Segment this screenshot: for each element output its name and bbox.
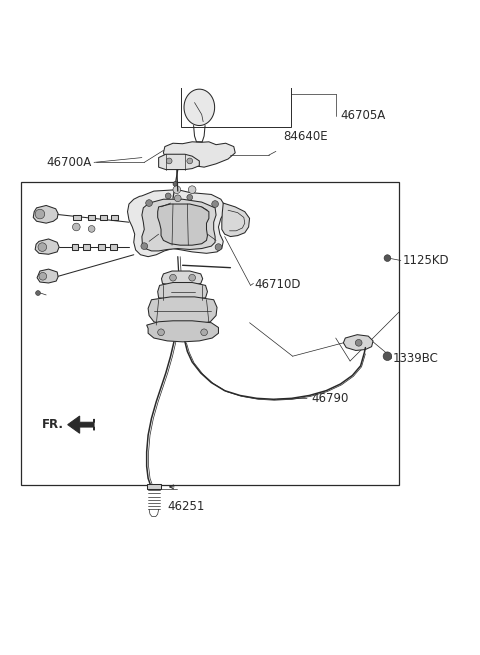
Text: 1339BC: 1339BC bbox=[393, 352, 439, 365]
Circle shape bbox=[35, 210, 45, 219]
Circle shape bbox=[383, 352, 392, 360]
Circle shape bbox=[187, 158, 192, 164]
Polygon shape bbox=[111, 215, 119, 220]
Circle shape bbox=[157, 329, 164, 335]
Circle shape bbox=[169, 274, 176, 281]
Circle shape bbox=[146, 200, 153, 206]
Polygon shape bbox=[184, 89, 215, 126]
Circle shape bbox=[189, 274, 195, 281]
Circle shape bbox=[188, 186, 196, 193]
Polygon shape bbox=[35, 239, 59, 254]
Polygon shape bbox=[142, 199, 216, 251]
Polygon shape bbox=[161, 271, 203, 286]
Polygon shape bbox=[68, 416, 94, 433]
Polygon shape bbox=[37, 269, 58, 283]
Polygon shape bbox=[33, 206, 58, 223]
Bar bbox=[21, 181, 399, 485]
Text: 46251: 46251 bbox=[167, 500, 204, 514]
Circle shape bbox=[88, 225, 95, 233]
Circle shape bbox=[215, 244, 222, 250]
Polygon shape bbox=[147, 484, 161, 489]
Text: 46790: 46790 bbox=[312, 392, 349, 405]
Circle shape bbox=[355, 339, 362, 346]
Circle shape bbox=[173, 181, 178, 186]
Circle shape bbox=[384, 255, 391, 261]
Text: 1125KD: 1125KD bbox=[403, 254, 449, 267]
Circle shape bbox=[141, 243, 148, 250]
Polygon shape bbox=[73, 215, 81, 220]
Circle shape bbox=[166, 158, 172, 164]
Polygon shape bbox=[157, 204, 209, 245]
Polygon shape bbox=[158, 154, 199, 170]
Text: 46700A: 46700A bbox=[46, 156, 91, 169]
Circle shape bbox=[38, 243, 47, 252]
Polygon shape bbox=[84, 244, 90, 250]
Polygon shape bbox=[148, 297, 217, 327]
Circle shape bbox=[39, 272, 47, 280]
Circle shape bbox=[212, 200, 218, 208]
Polygon shape bbox=[128, 190, 225, 257]
Polygon shape bbox=[88, 215, 96, 220]
Polygon shape bbox=[72, 244, 78, 250]
Polygon shape bbox=[147, 321, 218, 342]
Text: 46705A: 46705A bbox=[340, 109, 386, 122]
Circle shape bbox=[165, 193, 171, 198]
Text: FR.: FR. bbox=[41, 418, 63, 431]
Bar bbox=[181, 84, 291, 128]
Polygon shape bbox=[343, 335, 373, 350]
Polygon shape bbox=[157, 282, 207, 300]
Circle shape bbox=[36, 291, 40, 295]
Text: 46710D: 46710D bbox=[254, 278, 301, 291]
Text: 84640E: 84640E bbox=[283, 130, 328, 143]
Polygon shape bbox=[110, 244, 117, 250]
Polygon shape bbox=[98, 244, 105, 250]
Circle shape bbox=[187, 195, 192, 200]
Polygon shape bbox=[163, 141, 235, 167]
Circle shape bbox=[174, 195, 181, 202]
Polygon shape bbox=[100, 215, 108, 220]
Circle shape bbox=[201, 329, 207, 335]
Circle shape bbox=[173, 186, 180, 193]
Polygon shape bbox=[222, 203, 250, 236]
Circle shape bbox=[72, 223, 80, 231]
